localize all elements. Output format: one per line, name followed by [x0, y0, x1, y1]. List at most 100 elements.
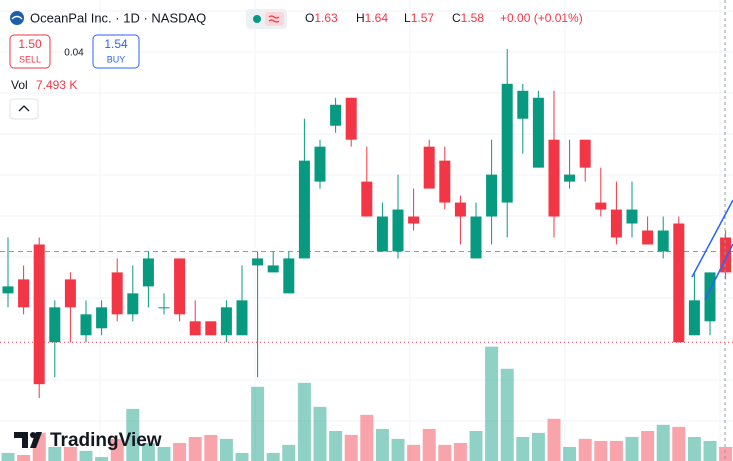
- volume-bar: [500, 368, 514, 461]
- volume-bar: [360, 414, 374, 461]
- header-ohlc: L1.57: [404, 11, 434, 25]
- collapse-icon: [18, 105, 30, 112]
- candle-body: [64, 279, 76, 308]
- buy-button[interactable]: [92, 34, 140, 69]
- candle-body: [423, 146, 435, 189]
- candle-body: [96, 307, 108, 329]
- candle-body: [220, 307, 232, 336]
- candle-body: [392, 209, 404, 252]
- candle-body: [111, 272, 123, 315]
- volume-bar: [656, 424, 670, 461]
- header-ohlc-value: 1.58: [461, 11, 485, 25]
- watermark-text: TradingView: [50, 430, 162, 451]
- volume-legend-value: 7.493 K: [36, 78, 77, 92]
- volume-bar: [63, 446, 77, 461]
- buy-price: 1.54: [104, 37, 128, 51]
- candle-body: [361, 181, 373, 217]
- volume-bar: [438, 444, 452, 461]
- volume-bar: [407, 444, 421, 461]
- status-icon: [265, 12, 284, 26]
- volume-bar: [329, 431, 343, 461]
- sell-button[interactable]: [9, 34, 51, 69]
- volume-bar: [516, 437, 530, 461]
- trend-line[interactable]: [691, 199, 733, 278]
- candle-body: [174, 258, 186, 315]
- volume-bar: [141, 443, 155, 461]
- candle-body: [704, 272, 716, 322]
- candle-body: [673, 223, 685, 343]
- candle-body: [49, 307, 61, 343]
- header-ohlc-prefix: C: [452, 11, 461, 25]
- sell-label: SELL: [19, 54, 41, 64]
- candle-body: [189, 321, 201, 336]
- volume-bar: [188, 437, 202, 461]
- trend-line[interactable]: [704, 243, 733, 301]
- candle-body: [283, 258, 295, 294]
- volume-bar: [204, 434, 218, 461]
- volume-bar: [219, 438, 233, 461]
- volume-bar: [157, 446, 171, 461]
- header-ohlc: H1.64: [356, 11, 388, 25]
- candle-body: [298, 160, 310, 259]
- volume-bar: [173, 443, 187, 461]
- symbol-logo-wave: [11, 15, 23, 20]
- volume-bar: [110, 438, 124, 461]
- collapse-button[interactable]: [9, 98, 39, 120]
- candle-body: [205, 321, 217, 336]
- volume-bar: [594, 440, 608, 461]
- candle-body: [610, 209, 622, 238]
- volume-bar: [641, 431, 655, 461]
- volume-bar: [703, 440, 717, 461]
- watermark: TradingView: [14, 430, 162, 451]
- candle-body: [657, 230, 669, 252]
- volume-bar: [282, 444, 296, 461]
- symbol-title[interactable]: OceanPal Inc. · 1D · NASDAQ: [30, 10, 206, 25]
- spread: 0.04: [64, 48, 84, 59]
- candle-body: [80, 314, 92, 336]
- volume-bar: [485, 346, 499, 461]
- volume-bar: [126, 408, 140, 461]
- candle-body: [470, 216, 482, 259]
- volume-legend-label: Vol: [11, 78, 28, 92]
- candle-body: [252, 258, 264, 266]
- volume-bar: [375, 428, 389, 461]
- volume-bar: [453, 443, 467, 461]
- candle-body: [548, 139, 560, 217]
- candle-body: [439, 160, 451, 203]
- watermark-logo-dot: [30, 432, 36, 438]
- candle-body: [330, 104, 342, 126]
- volume-bar: [578, 438, 592, 461]
- header-change: +0.00 (+0.01%): [500, 11, 583, 25]
- candle-body: [501, 83, 513, 203]
- header-ohlc-prefix: O: [305, 11, 314, 25]
- volume-bar: [563, 446, 577, 461]
- symbol-logo: [10, 11, 24, 25]
- volume-bar: [422, 428, 436, 461]
- volume-bar: [48, 446, 62, 461]
- candle-body: [314, 146, 326, 182]
- candle-body: [127, 293, 139, 315]
- candle-body: [517, 90, 529, 119]
- candle-body: [2, 286, 14, 294]
- buy-label: BUY: [107, 54, 126, 64]
- volume-bar: [391, 438, 405, 461]
- candle-body: [642, 230, 654, 245]
- volume-bar: [469, 431, 483, 461]
- candle-body: [579, 139, 591, 168]
- volume-bar: [297, 382, 311, 461]
- volume-bar: [266, 452, 280, 461]
- candle-body: [267, 265, 279, 273]
- volume-bar: [17, 455, 31, 461]
- candle-body: [33, 244, 45, 385]
- volume-bar: [79, 450, 93, 461]
- candle-body: [142, 258, 154, 287]
- sell-price: 1.50: [18, 37, 42, 51]
- candles: [2, 48, 732, 399]
- volume-bar: [251, 386, 265, 461]
- header-ohlc-prefix: H: [356, 11, 365, 25]
- volume-bar: [531, 432, 545, 461]
- candle-body: [376, 216, 388, 252]
- status-dot: [253, 15, 261, 23]
- volume-bar: [313, 406, 327, 461]
